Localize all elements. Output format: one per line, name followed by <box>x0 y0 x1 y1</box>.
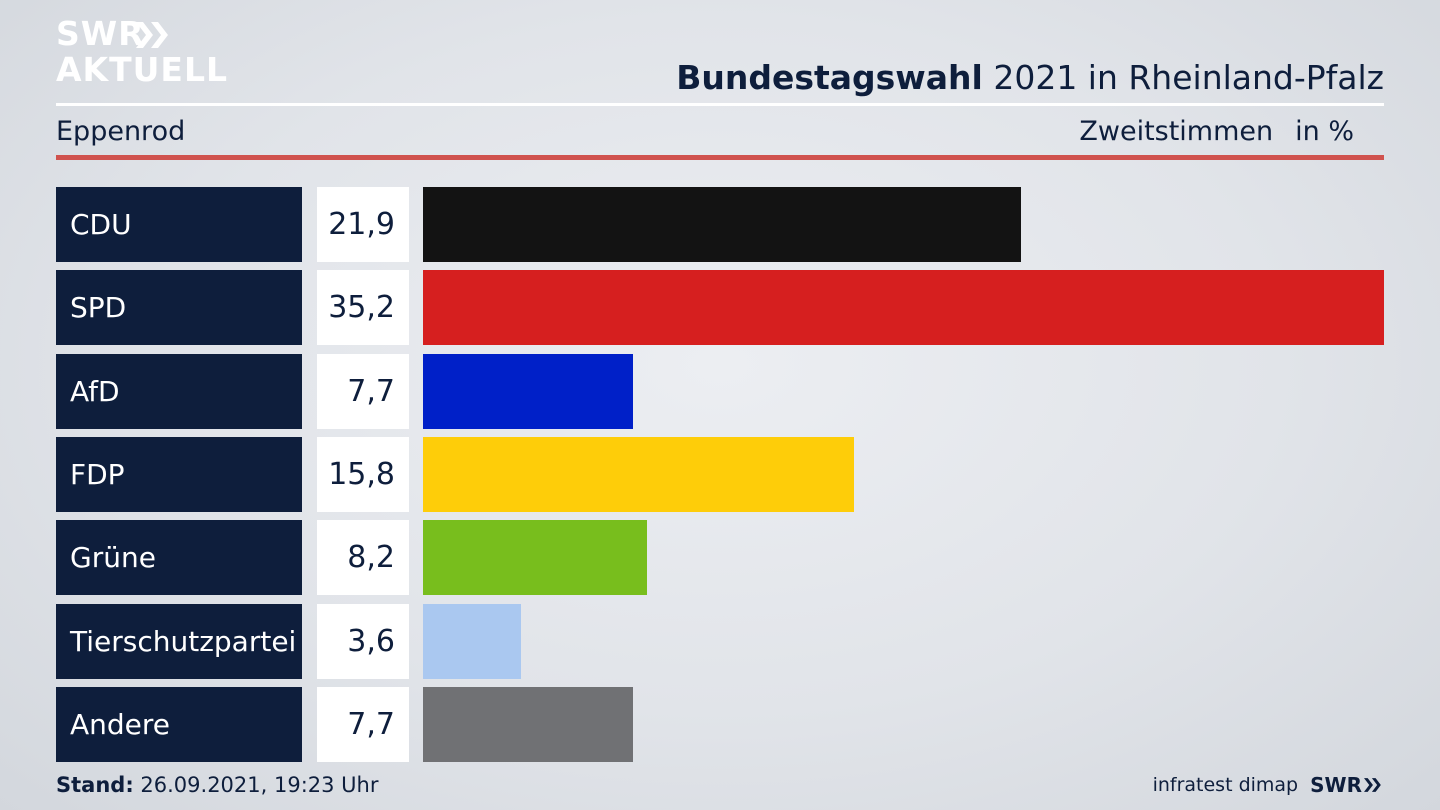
title-rest: 2021 in Rheinland-Pfalz <box>982 58 1384 97</box>
footer-swr-logo: SWR <box>1310 770 1384 800</box>
logo-text-swr: SWR <box>56 14 145 53</box>
chart-row: Grüne 8,2 <box>56 520 1384 595</box>
page-title: Bundestagswahl 2021 in Rheinland-Pfalz <box>676 56 1384 100</box>
bar <box>423 520 647 595</box>
party-label: FDP <box>56 437 302 512</box>
measure-label: Zweitstimmen in % <box>1079 114 1354 150</box>
value-label: 21,9 <box>317 187 409 262</box>
measure-text: Zweitstimmen <box>1079 116 1274 147</box>
value-label: 8,2 <box>317 520 409 595</box>
header-divider <box>56 103 1384 106</box>
double-chevron-icon <box>136 22 168 48</box>
value-label: 7,7 <box>317 687 409 762</box>
timestamp: Stand: 26.09.2021, 19:23 Uhr <box>56 770 379 800</box>
logo-text-aktuell: AKTUELL <box>56 50 229 89</box>
chart-row: AfD 7,7 <box>56 354 1384 429</box>
bar <box>423 437 854 512</box>
chart-row: SPD 35,2 <box>56 270 1384 345</box>
value-label: 3,6 <box>317 604 409 679</box>
chart-row: CDU 21,9 <box>56 187 1384 262</box>
bar <box>423 187 1021 262</box>
footer-credits: infratest dimap SWR <box>1153 770 1384 800</box>
bar <box>423 270 1384 345</box>
title-bold: Bundestagswahl <box>676 58 983 97</box>
source-credit: infratest dimap <box>1152 774 1299 796</box>
swr-aktuell-logo: SWR AKTUELL <box>56 14 229 91</box>
party-label: SPD <box>56 270 302 345</box>
bar <box>423 604 521 679</box>
party-label: Tierschutzpartei <box>56 604 302 679</box>
chart-row: Andere 7,7 <box>56 687 1384 762</box>
unit-text: in % <box>1295 116 1354 147</box>
bar-chart: CDU 21,9 SPD 35,2 AfD 7,7 FDP 15,8 Grüne 8,2 Tiers… <box>56 187 1384 762</box>
footer-logo-text: SWR <box>1310 773 1362 797</box>
bar <box>423 687 633 762</box>
chart-row: FDP 15,8 <box>56 437 1384 512</box>
party-label: CDU <box>56 187 302 262</box>
location-label: Eppenrod <box>56 116 186 147</box>
value-label: 15,8 <box>317 437 409 512</box>
timestamp-label: Stand: <box>56 773 134 797</box>
value-label: 35,2 <box>317 270 409 345</box>
bar <box>423 354 633 429</box>
party-label: Grüne <box>56 520 302 595</box>
value-label: 7,7 <box>317 354 409 429</box>
party-label: AfD <box>56 354 302 429</box>
timestamp-value: 26.09.2021, 19:23 Uhr <box>133 773 379 797</box>
footer-double-chevron-icon <box>1364 778 1381 792</box>
subheader-divider <box>56 155 1384 160</box>
chart-row: Tierschutzpartei 3,6 <box>56 604 1384 679</box>
party-label: Andere <box>56 687 302 762</box>
